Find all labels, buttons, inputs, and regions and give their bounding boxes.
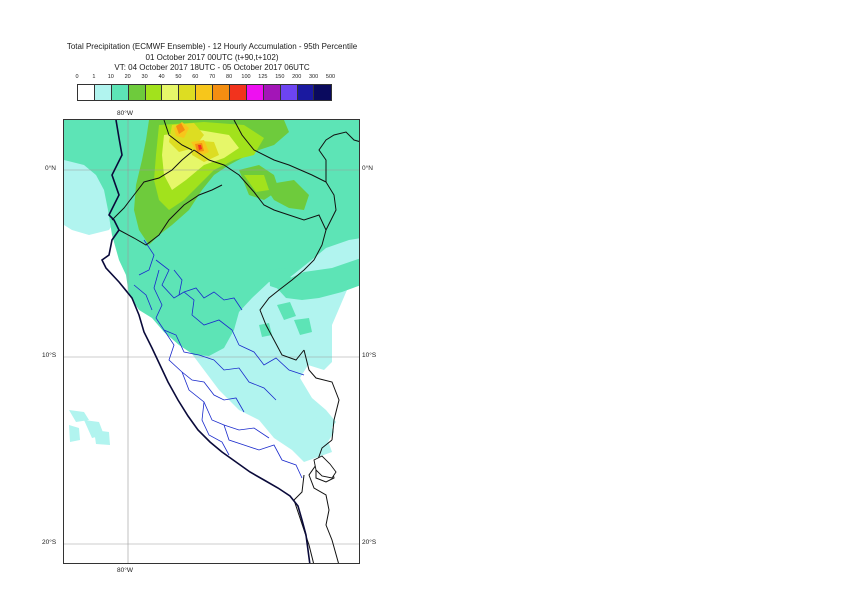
legend-tick-label: 40 xyxy=(158,74,165,80)
lake-titicaca xyxy=(313,455,337,479)
legend-swatch xyxy=(263,85,281,100)
legend-swatch xyxy=(230,85,247,100)
precip-10-20-patch-2 xyxy=(259,318,312,337)
lat-label-20s-left: 20°S xyxy=(42,539,57,546)
colorbar-legend: 0 1 10 20 30 40 50 60 70 80 100 125 150 200 300 500 xyxy=(75,74,349,101)
border-peru-bolivia xyxy=(308,439,339,563)
legend-tick-label: 1 xyxy=(92,74,96,80)
admin-border-5 xyxy=(181,371,270,439)
title-line-3: VT: 04 October 2017 18UTC - 05 October 2… xyxy=(114,63,310,72)
border-brazil-venezuela xyxy=(318,131,359,182)
legend-tick-label: 10 xyxy=(107,74,114,80)
legend-tick-label: 300 xyxy=(309,74,319,80)
border-ecuador-peru xyxy=(118,184,223,246)
admin-border-1 xyxy=(155,259,240,346)
graticule xyxy=(64,120,359,563)
border-peru-brazil-south xyxy=(303,349,340,441)
title-line-1: Total Precipitation (ECMWF Ensemble) - 1… xyxy=(66,42,358,51)
legend-swatch xyxy=(280,85,298,100)
legend-tick-label: 125 xyxy=(258,74,268,80)
admin-border-8 xyxy=(223,424,303,479)
legend-tick-label: 20 xyxy=(124,74,131,80)
legend-swatch xyxy=(94,85,112,100)
precip-1-10-se xyxy=(304,416,334,445)
legend-tick-label: 50 xyxy=(175,74,182,80)
legend-tick-label: 150 xyxy=(275,74,285,80)
border-colombia-venezuela-brazil xyxy=(163,120,327,183)
legend-swatch xyxy=(297,85,315,100)
legend-tick-label: 30 xyxy=(141,74,148,80)
precip-10-20-patch-1 xyxy=(269,268,296,320)
admin-border-7 xyxy=(238,344,305,376)
admin-borders xyxy=(133,239,305,479)
legend-swatch xyxy=(111,85,129,100)
map-svg xyxy=(64,120,359,563)
legend-swatch xyxy=(78,85,95,100)
admin-border-10 xyxy=(133,239,155,311)
lon-label-bottom: 80°W xyxy=(117,567,133,574)
border-bolivia-chile xyxy=(293,474,315,563)
precip-70-80 xyxy=(176,123,204,152)
legend-color-bar xyxy=(77,84,333,101)
admin-border-4 xyxy=(163,329,245,413)
admin-border-9 xyxy=(201,401,230,456)
legend-swatch xyxy=(196,85,214,100)
map-panel xyxy=(63,119,360,564)
legend-swatch xyxy=(179,85,197,100)
title-line-2: 01 October 2017 00UTC (t+90,t+102) xyxy=(145,52,279,62)
border-colombia-ecuador xyxy=(111,149,195,221)
legend-tick-row: 0 1 10 20 30 40 50 60 70 80 100 125 150 200 300 500 xyxy=(75,74,349,84)
precip-10-20-east xyxy=(274,258,359,300)
precip-30-40-e xyxy=(244,175,269,192)
legend-swatch xyxy=(162,85,180,100)
country-borders xyxy=(111,120,359,563)
legend-swatch xyxy=(128,85,146,100)
legend-tick-label: 60 xyxy=(192,74,199,80)
legend-tick-label: 80 xyxy=(226,74,233,80)
border-colombia-peru-brazil xyxy=(193,149,327,361)
legend-tick-label: 70 xyxy=(209,74,216,80)
precip-80-100 xyxy=(198,145,202,150)
admin-border-3 xyxy=(173,269,243,311)
legend-tick-label: 200 xyxy=(292,74,302,80)
legend-tick-label: 0 xyxy=(75,74,79,80)
legend-swatch xyxy=(145,85,163,100)
lat-label-eq-left: 0°N xyxy=(45,165,56,172)
precip-1-10-islands-1 xyxy=(69,410,110,445)
coastline xyxy=(100,120,311,563)
precip-field xyxy=(64,120,359,462)
lat-label-eq-right: 0°N xyxy=(362,165,373,172)
legend-swatch xyxy=(314,85,332,100)
legend-tick-label: 100 xyxy=(241,74,251,80)
border-brazil-north-loop xyxy=(325,181,337,231)
admin-border-6 xyxy=(213,359,277,401)
lat-label-10s-left: 10°S xyxy=(42,352,57,359)
legend-swatch xyxy=(246,85,264,100)
lon-label-top: 80°W xyxy=(117,110,133,117)
lat-label-20s-right: 20°S xyxy=(362,539,377,546)
legend-tick-label: 500 xyxy=(325,74,336,80)
legend-swatch xyxy=(213,85,231,100)
chart-title: Total Precipitation (ECMWF Ensemble) - 1… xyxy=(0,42,424,74)
lat-label-10s-right: 10°S xyxy=(362,352,377,359)
